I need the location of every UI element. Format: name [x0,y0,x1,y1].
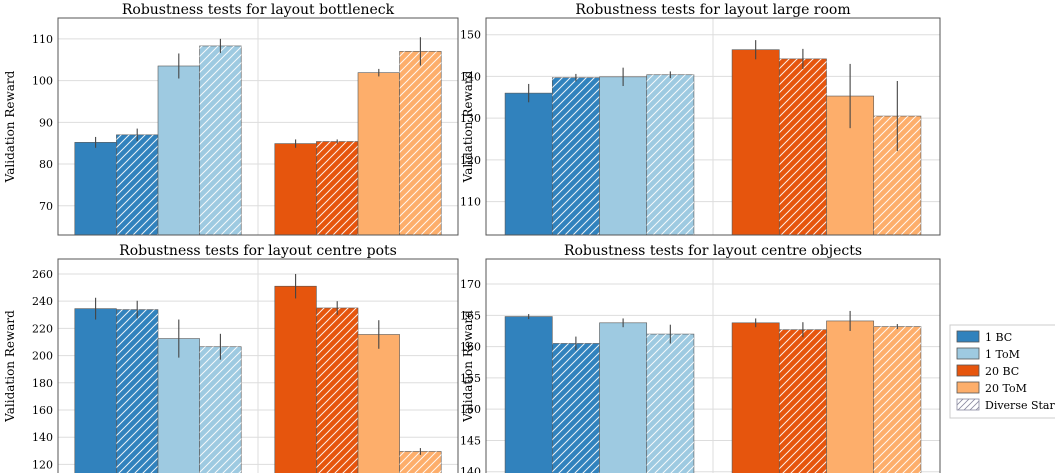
y-tick-label: 140 [460,70,481,83]
y-axis-label: Validation Reward [3,70,17,183]
y-tick-label: 110 [460,196,481,209]
bar [504,316,553,473]
bar [599,76,648,236]
chart-panel-3: Robustness tests for layout centre pots V… [3,243,459,473]
y-tick-label: 100 [32,75,53,88]
plot-frame [57,17,459,236]
y-tick-label: 200 [32,350,53,363]
legend-swatch [956,347,980,360]
legend-label: 1 BC [985,331,1012,344]
bar [157,338,200,473]
y-tick-label: 240 [32,295,53,308]
y-tick-label: 160 [460,341,481,354]
bar-hatch [873,326,921,473]
y-tick-label: 165 [460,309,481,322]
y-tick-label: 180 [32,377,53,390]
bar-hatch [399,451,442,473]
bar-hatch [316,141,358,235]
legend-swatch [956,398,980,411]
chart-title: Robustness tests for layout bottleneck [122,2,395,18]
bar-hatch [646,74,694,235]
y-tick-label: 130 [460,112,481,125]
bar [74,308,117,473]
y-axis-label: Validation Reward [3,310,17,423]
y-axis-label: Validation Reward [461,70,475,183]
bar [357,334,400,473]
legend: 1 BC 1 ToM 20 BC 20 ToM Diverse Starts [949,324,1055,419]
bar [731,322,780,473]
legend-swatch [956,364,980,377]
bar-hatch [199,45,242,236]
y-tick-label: 90 [39,116,53,129]
bar [157,65,200,236]
bar-hatch [399,51,442,236]
y-tick-label: 120 [460,154,481,167]
y-tick-label: 220 [32,322,53,335]
chart-panel-2: Robustness tests for layout large room Va… [460,2,941,236]
bar-hatch [316,307,358,473]
chart-title: Robustness tests for layout centre objec… [564,243,862,259]
legend-swatch [956,381,980,394]
plot-frame [485,258,941,473]
bar [504,92,553,236]
bar [357,72,400,236]
chart-title: Robustness tests for layout large room [575,2,850,18]
y-tick-label: 150 [460,403,481,416]
legend-label: 20 BC [985,365,1019,378]
bar [599,322,648,473]
plot-frame [57,258,459,473]
y-tick-label: 170 [460,278,481,291]
bar [731,49,780,236]
bar-hatch [779,329,827,473]
bar [274,285,317,473]
y-tick-label: 140 [460,466,481,473]
legend-label: 1 ToM [985,348,1020,361]
chart-title: Robustness tests for layout centre pots [119,243,397,259]
bar-hatch [552,77,600,235]
y-tick-label: 80 [39,158,53,171]
legend-label: 20 ToM [985,382,1027,395]
y-tick-label: 160 [32,404,53,417]
bar-hatch [646,334,694,473]
y-tick-label: 150 [460,29,481,42]
plot-frame [485,17,941,236]
legend-label: Diverse Starts [985,399,1055,412]
bar-hatch [199,346,242,473]
y-tick-label: 120 [32,458,53,471]
y-tick-label: 110 [32,33,53,46]
chart-panel-4: Robustness tests for layout centre objec… [460,243,941,473]
bar-hatch [552,343,600,473]
y-tick-label: 155 [460,372,481,385]
y-axis-label: Validation Reward [461,310,475,423]
bar-hatch [116,309,158,473]
y-tick-label: 260 [32,268,53,281]
y-tick-label: 70 [39,200,53,213]
bar [274,143,317,236]
bar [74,142,117,236]
y-tick-label: 145 [460,434,481,447]
bar [826,320,875,473]
bar-hatch [116,134,158,235]
y-tick-label: 140 [32,431,53,444]
chart-panel-1: Robustness tests for layout bottleneck Va… [3,2,459,236]
legend-swatch [956,330,980,343]
bar-hatch [779,58,827,236]
